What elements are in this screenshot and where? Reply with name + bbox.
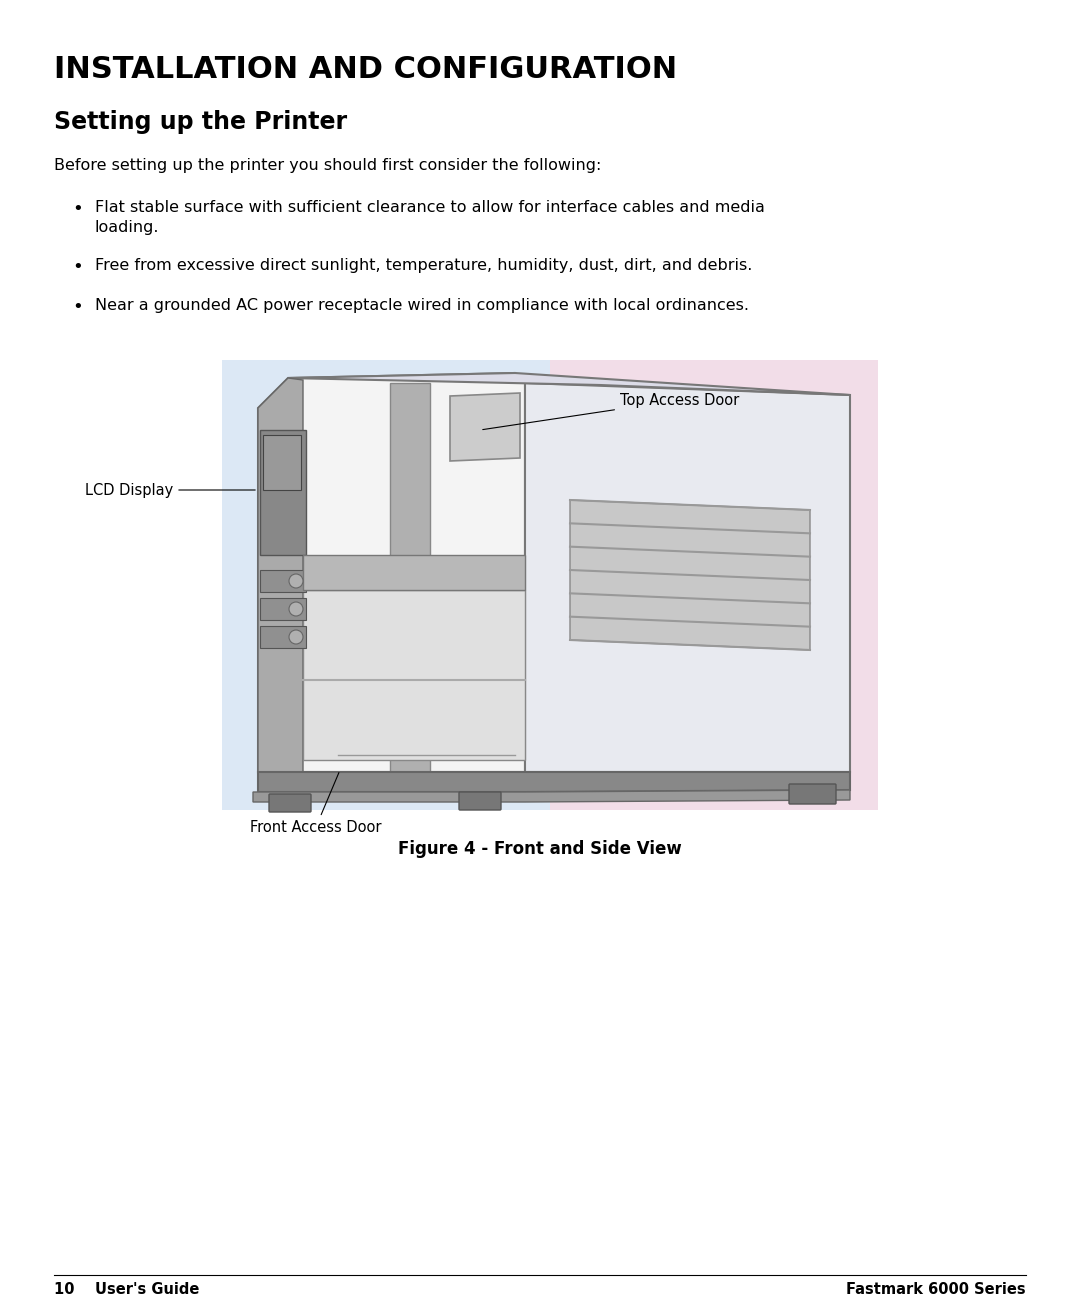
FancyBboxPatch shape: [789, 784, 836, 804]
Circle shape: [289, 631, 303, 644]
Polygon shape: [258, 374, 525, 772]
Text: 10    User's Guide: 10 User's Guide: [54, 1282, 200, 1297]
Text: Front Access Door: Front Access Door: [249, 772, 381, 835]
Polygon shape: [258, 772, 850, 792]
Polygon shape: [258, 378, 303, 772]
Text: Before setting up the printer you should first consider the following:: Before setting up the printer you should…: [54, 159, 602, 173]
FancyBboxPatch shape: [269, 794, 311, 812]
Polygon shape: [253, 791, 850, 802]
Bar: [550, 361, 878, 810]
Text: LCD Display: LCD Display: [85, 482, 255, 497]
Polygon shape: [303, 590, 525, 760]
Bar: [222, 361, 878, 810]
Text: Near a grounded AC power receptacle wired in compliance with local ordinances.: Near a grounded AC power receptacle wire…: [95, 298, 750, 313]
Text: Flat stable surface with sufficient clearance to allow for interface cables and : Flat stable surface with sufficient clea…: [95, 201, 765, 215]
Polygon shape: [390, 383, 430, 772]
Text: Setting up the Printer: Setting up the Printer: [54, 110, 347, 134]
Text: Top Access Door: Top Access Door: [483, 392, 739, 430]
Text: •: •: [72, 298, 83, 316]
Text: INSTALLATION AND CONFIGURATION: INSTALLATION AND CONFIGURATION: [54, 55, 677, 84]
Text: Figure 4 - Front and Side View: Figure 4 - Front and Side View: [399, 840, 681, 857]
Text: Free from excessive direct sunlight, temperature, humidity, dust, dirt, and debr: Free from excessive direct sunlight, tem…: [95, 258, 753, 273]
Polygon shape: [525, 383, 850, 772]
Bar: [264, 435, 301, 490]
Polygon shape: [570, 499, 810, 650]
Polygon shape: [303, 555, 525, 590]
Polygon shape: [288, 374, 850, 395]
Text: •: •: [72, 201, 83, 218]
Bar: [260, 598, 306, 620]
FancyBboxPatch shape: [459, 792, 501, 810]
Text: loading.: loading.: [95, 220, 160, 235]
Bar: [260, 570, 306, 593]
Bar: [260, 430, 306, 555]
Circle shape: [289, 574, 303, 589]
Text: •: •: [72, 258, 83, 277]
Circle shape: [289, 602, 303, 616]
Bar: [260, 625, 306, 648]
Text: Fastmark 6000 Series: Fastmark 6000 Series: [847, 1282, 1026, 1297]
Polygon shape: [450, 393, 519, 461]
